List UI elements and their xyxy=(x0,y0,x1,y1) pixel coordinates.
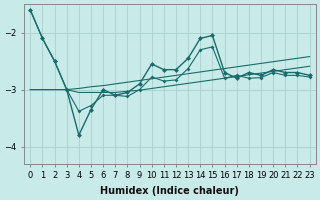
X-axis label: Humidex (Indice chaleur): Humidex (Indice chaleur) xyxy=(100,186,239,196)
